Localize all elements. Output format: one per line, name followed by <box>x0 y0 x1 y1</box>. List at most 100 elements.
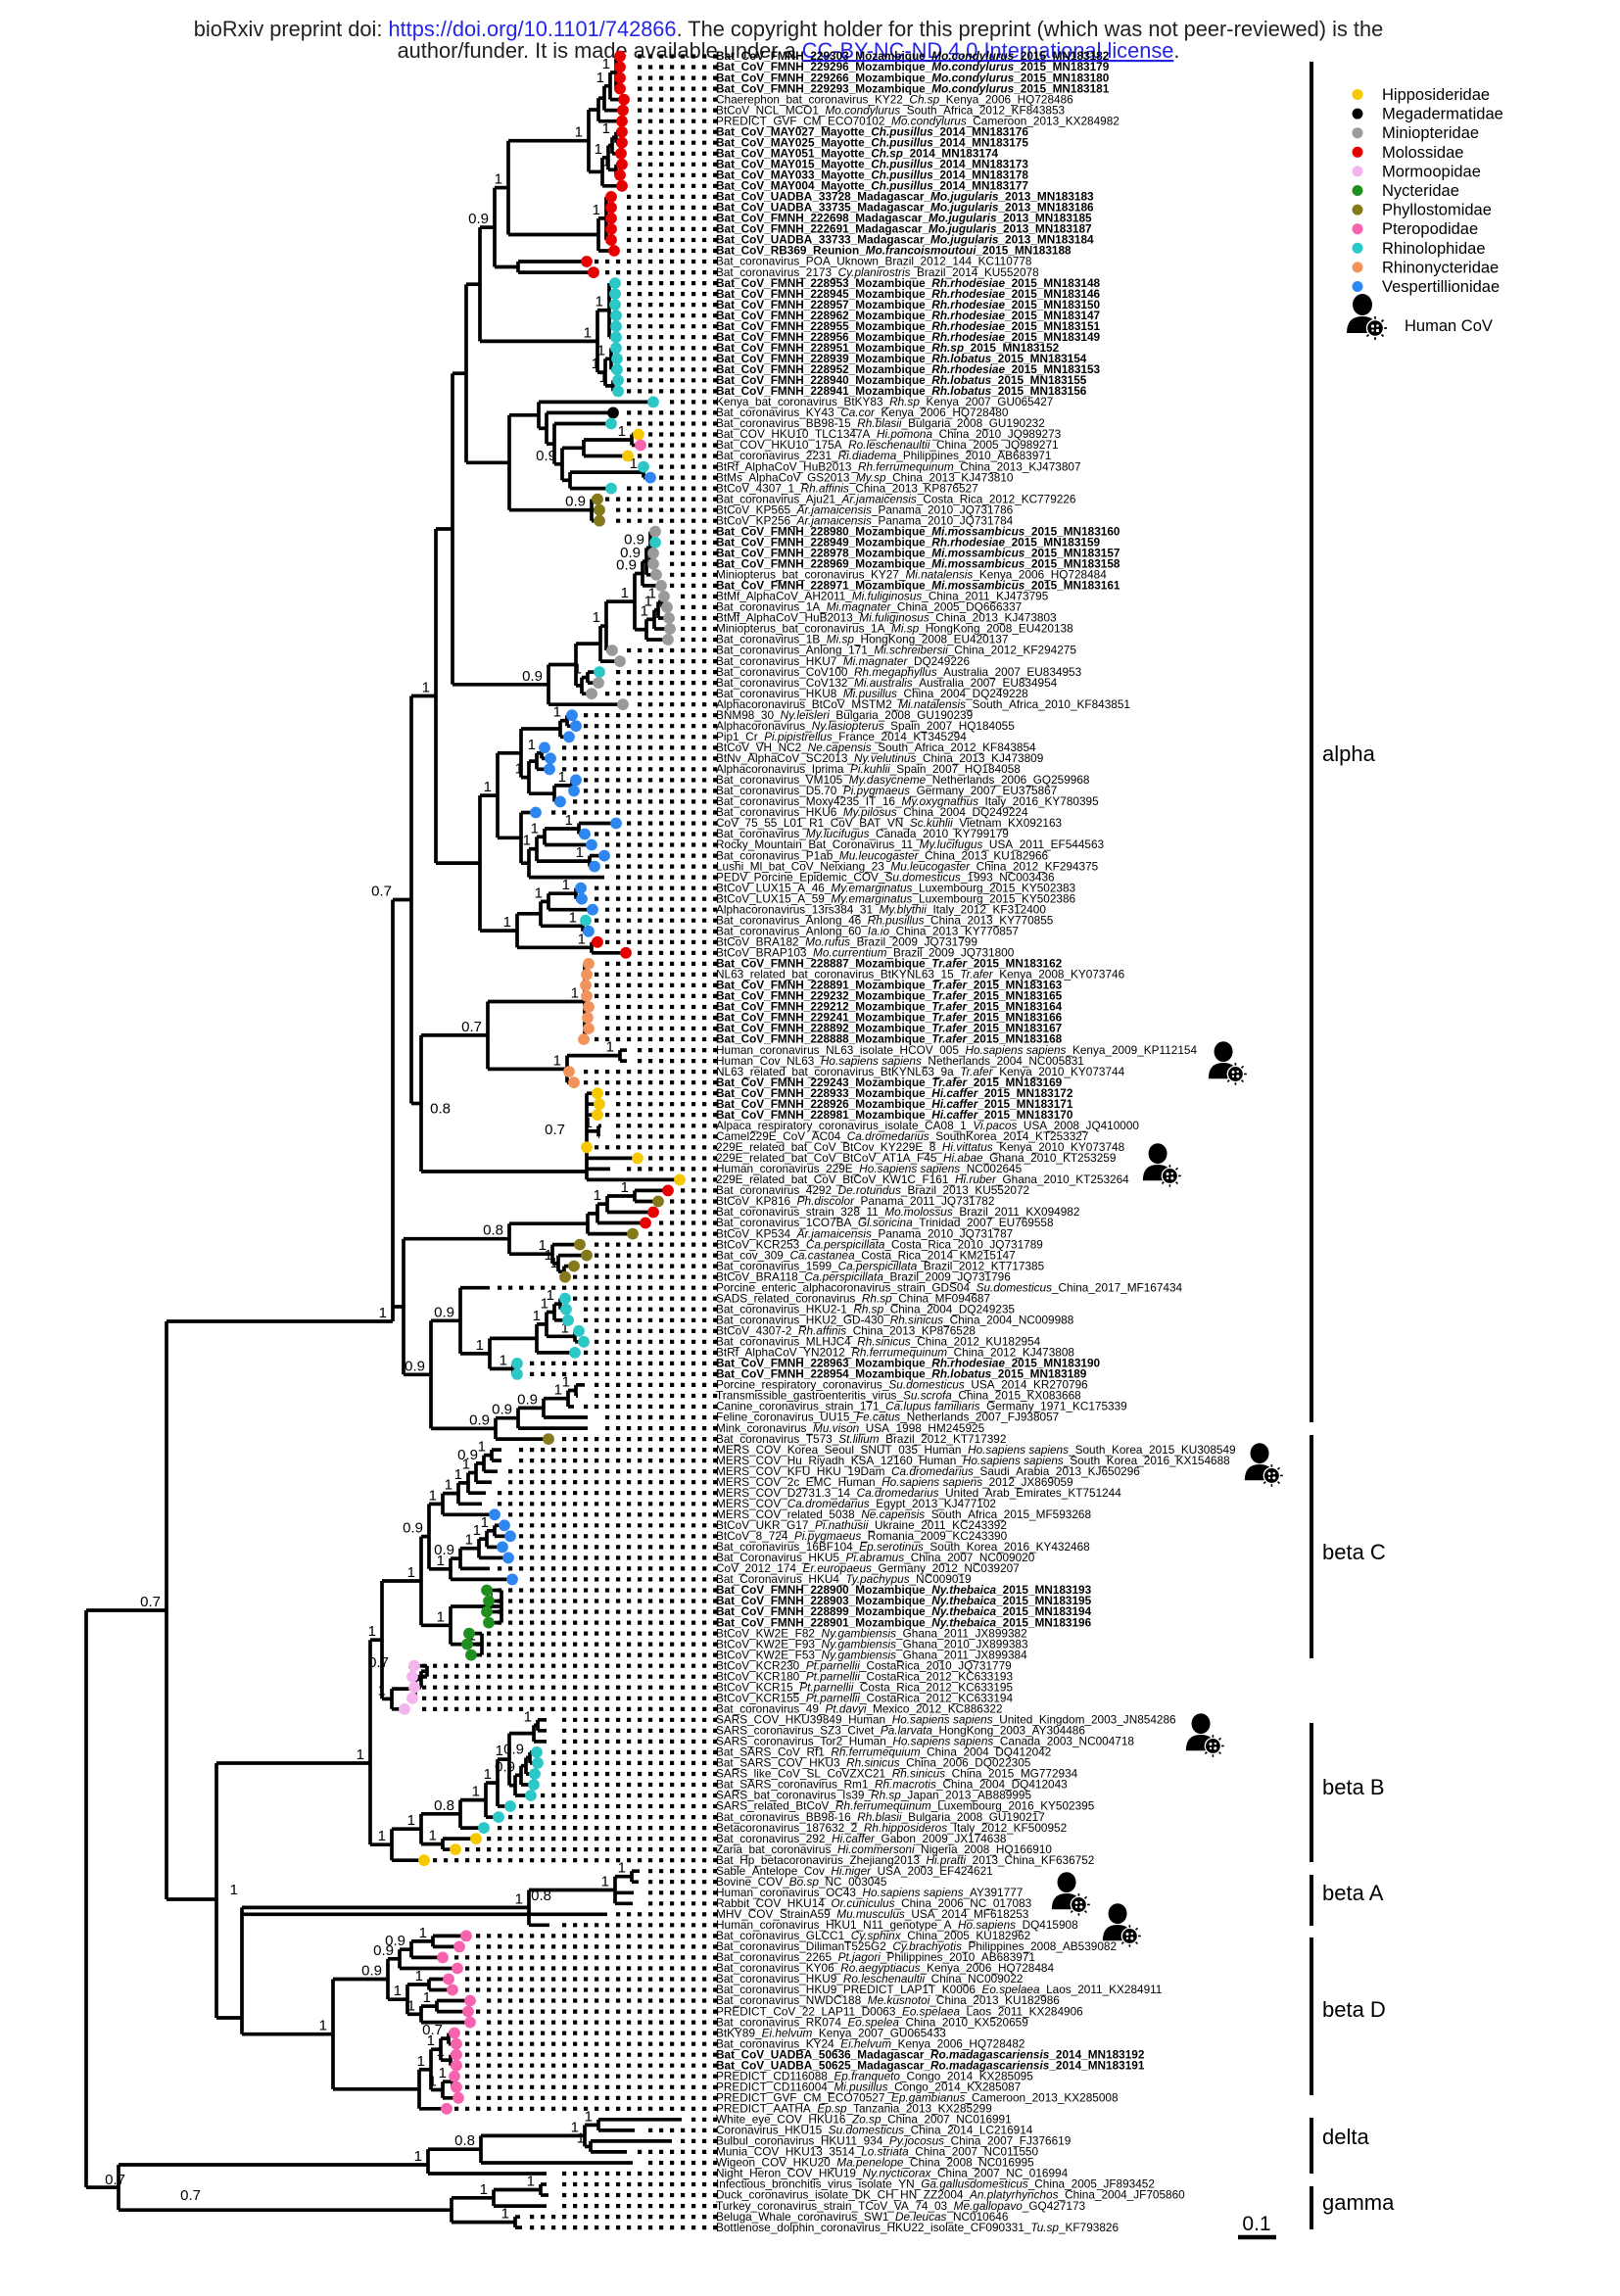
svg-text:1: 1 <box>547 1287 554 1304</box>
svg-text:Bat_CoV_UADBA_33728_Madagascar: Bat_CoV_UADBA_33728_Madagascar_Mo.jugula… <box>716 190 1094 204</box>
svg-text:beta D: beta D <box>1322 1997 1386 2022</box>
svg-text:1: 1 <box>495 171 502 188</box>
svg-text:0.9: 0.9 <box>624 531 644 548</box>
svg-text:author/funder. It is made avai: author/funder. It is made available unde… <box>398 38 1180 63</box>
svg-text:1: 1 <box>378 1828 386 1844</box>
svg-text:0.9: 0.9 <box>373 1942 394 1959</box>
svg-text:1: 1 <box>439 2065 447 2081</box>
svg-text:Porcine_enteric_alphacoronavir: Porcine_enteric_alphacoronavirus_strain_… <box>716 1280 1183 1294</box>
svg-text:Bat_coronavirus_D5.70_Pi.pygma: Bat_coronavirus_D5.70_Pi.pygmaeus_German… <box>716 784 1057 797</box>
svg-text:Bat_CoV_FMNH_228953_Mozambique: Bat_CoV_FMNH_228953_Mozambique_Rh.rhodes… <box>716 276 1101 290</box>
svg-text:1: 1 <box>550 1255 558 1271</box>
svg-text:CoV_75_55_L01_R1_CoV_BAT_VN_Sc: CoV_75_55_L01_R1_CoV_BAT_VN_Sc.kuhlii_Vi… <box>716 816 1063 830</box>
svg-text:Kenya_bat_coronavirus_BtKY83_R: Kenya_bat_coronavirus_BtKY83_Rh.sp_Kenya… <box>716 395 1053 408</box>
svg-text:0.9: 0.9 <box>434 1542 454 1558</box>
svg-text:Lushi_Ml_bat_CoV_Neixiang_23_M: Lushi_Ml_bat_CoV_Neixiang_23_Mu.leucogas… <box>716 859 1099 873</box>
svg-text:SARS_COV_HKU39849_Human_Ho.sap: SARS_COV_HKU39849_Human_Ho.sapiens sapie… <box>716 1713 1176 1727</box>
svg-text:Bat_coronavirus_HKU2-1_Rh.sp_C: Bat_coronavirus_HKU2-1_Rh.sp_China_2004_… <box>716 1302 1015 1315</box>
svg-text:Bat_CoV_FMNH_228926_Mozambique: Bat_CoV_FMNH_228926_Mozambique_Hi.caffer… <box>716 1097 1073 1111</box>
svg-text:0.7: 0.7 <box>105 2172 125 2188</box>
svg-text:Bat_coronavirus_1599_Ca.perspi: Bat_coronavirus_1599_Ca.perspicillata_Br… <box>716 1259 1045 1272</box>
svg-text:0.8: 0.8 <box>430 1101 451 1118</box>
svg-text:0.8: 0.8 <box>434 1797 454 1814</box>
svg-text:Bat_coronavirus_1CO7BA_Gl.sori: Bat_coronavirus_1CO7BA_Gl.soricina_Trini… <box>716 1216 1054 1229</box>
svg-text:1: 1 <box>599 369 607 386</box>
svg-text:MERS_COV_2c_EMC_Human_Ho.sapie: MERS_COV_2c_EMC_Human_Ho.sapiens sapiens… <box>716 1475 1073 1489</box>
svg-text:1: 1 <box>558 769 566 786</box>
svg-text:BNM98_30_Ny.leisleri_Bulgaria_: BNM98_30_Ny.leisleri_Bulgaria_2008_GU190… <box>716 708 973 722</box>
svg-text:Bat_coronavirus_Moxy4235_IT_16: Bat_coronavirus_Moxy4235_IT_16_My.oxygna… <box>716 794 1099 808</box>
svg-text:0.9: 0.9 <box>616 557 637 574</box>
svg-text:1: 1 <box>478 1439 486 1456</box>
svg-text:PREDICT_CD116004_Mi.pusillus_C: PREDICT_CD116004_Mi.pusillus_Congo_2014_… <box>716 2081 1021 2094</box>
svg-text:1: 1 <box>319 2018 327 2034</box>
svg-text:SARS_coronavirus_Tor2_Human_Ho: SARS_coronavirus_Tor2_Human_Ho.sapiens s… <box>716 1735 1134 1748</box>
svg-text:Bat_CoV_FMNH_228939_Mozambique: Bat_CoV_FMNH_228939_Mozambique_Rh.lobatu… <box>716 352 1087 365</box>
svg-text:Molossidae: Molossidae <box>1382 144 1463 162</box>
svg-text:Bat_coronavirus_HKU9_Ro.lesche: Bat_coronavirus_HKU9_Ro.leschenaultii_Ch… <box>716 1972 1023 1985</box>
svg-text:0.9: 0.9 <box>468 211 489 227</box>
svg-text:Bat_CoV_FMNH_228887_Mozambique: Bat_CoV_FMNH_228887_Mozambique_Tr.afer_2… <box>716 957 1063 971</box>
svg-text:MERS_COV_Ca.dromedarius_Egypt_: MERS_COV_Ca.dromedarius_Egypt_2013_KJ477… <box>716 1497 996 1510</box>
svg-text:0.7: 0.7 <box>422 2022 443 2038</box>
svg-text:Human_coronavirus_OC43_Ho.sapi: Human_coronavirus_OC43_Ho.sapiens sapien… <box>716 1886 1023 1899</box>
svg-text:0.9: 0.9 <box>361 1963 382 1980</box>
svg-text:SARS_coronavirus_SZ3_Civet_Pa.: SARS_coronavirus_SZ3_Civet_Pa.larvata_Ho… <box>716 1724 1085 1738</box>
svg-text:1: 1 <box>427 2033 435 2049</box>
svg-text:Bat_coronavirus_DilimanT525G2_: Bat_coronavirus_DilimanT525G2_Cy.brachyo… <box>716 1939 1117 1953</box>
svg-text:Bat_CoV_FMNH_229212_Mozambique: Bat_CoV_FMNH_229212_Mozambique_Tr.afer_2… <box>716 1000 1063 1014</box>
svg-text:Bat_CoV_FMNH_228952_Mozambique: Bat_CoV_FMNH_228952_Mozambique_Rh.rhodes… <box>716 362 1101 376</box>
svg-text:Bat_CoV_FMNH_229241_Mozambique: Bat_CoV_FMNH_229241_Mozambique_Tr.afer_2… <box>716 1011 1063 1025</box>
svg-text:Transmissible_gastroenteritis_: Transmissible_gastroenteritis_virus_Su.s… <box>716 1389 1081 1403</box>
svg-text:BtCoV_NCL_MCO1_Mo.condylurus_S: BtCoV_NCL_MCO1_Mo.condylurus_South_Afric… <box>716 103 1066 117</box>
svg-text:1: 1 <box>541 1296 548 1313</box>
svg-text:1: 1 <box>500 1352 507 1368</box>
svg-text:0.9: 0.9 <box>403 1520 423 1537</box>
svg-text:1: 1 <box>501 2206 509 2223</box>
svg-text:Miniopteridae: Miniopteridae <box>1382 124 1479 142</box>
svg-text:Bat_coronavirus_2231_Ri.diadem: Bat_coronavirus_2231_Ri.diadema_Philippi… <box>716 449 1051 462</box>
svg-text:1: 1 <box>571 985 579 1002</box>
svg-text:BtKY89_Ei.helvum_Kenya_2007_GU: BtKY89_Ei.helvum_Kenya_2007_GU065433 <box>716 2026 946 2039</box>
svg-text:Sable_Antelope_Cov_Hi.niger_US: Sable_Antelope_Cov_Hi.niger_USA_2003_EF4… <box>716 1864 993 1878</box>
svg-text:0.9: 0.9 <box>620 545 641 561</box>
svg-text:PREDICT_GVF_CM_ECO70527_Ep.gam: PREDICT_GVF_CM_ECO70527_Ep.gambianus_Cam… <box>716 2091 1119 2105</box>
svg-text:Infectious_bronchitis_virus_is: Infectious_bronchitis_virus_isolate_YN_G… <box>716 2177 1155 2191</box>
svg-text:BtCoV_KCR253_Ca.perspicillata_: BtCoV_KCR253_Ca.perspicillata_Costa_Rica… <box>716 1237 1043 1251</box>
svg-text:CoV_2012_174_Er.europaeus_Germ: CoV_2012_174_Er.europaeus_Germany_2012_N… <box>716 1561 1020 1575</box>
svg-text:Bat_coronavirus_KY06_Ro.aegypt: Bat_coronavirus_KY06_Ro.aegyptiacus_Keny… <box>716 1961 1054 1975</box>
svg-text:Bat_CoV_FMNH_228899_Mozambique: Bat_CoV_FMNH_228899_Mozambique_Ny.thebai… <box>716 1604 1092 1618</box>
svg-text:1: 1 <box>419 1925 427 1941</box>
svg-text:1: 1 <box>496 1743 503 1759</box>
svg-text:NL63_related_bat_coronavirus_B: NL63_related_bat_coronavirus_BtKYNL63_15… <box>716 968 1125 981</box>
svg-text:1: 1 <box>465 1532 473 1549</box>
svg-text:Human CoV: Human CoV <box>1405 317 1493 335</box>
svg-text:beta B: beta B <box>1322 1775 1385 1799</box>
svg-text:Bat_CoV_RB369_Reunion_Mo.franc: Bat_CoV_RB369_Reunion_Mo.francoismoutoui… <box>716 244 1072 258</box>
svg-text:Bat_Coronavirus_HKU4_Ty.pachyp: Bat_Coronavirus_HKU4_Ty.pachypus_NC00901… <box>716 1572 972 1586</box>
svg-text:1: 1 <box>565 812 573 829</box>
svg-text:BtCoV_BRA182_Mo.rufus_Brazil_2: BtCoV_BRA182_Mo.rufus_Brazil_2009_JQ7317… <box>716 935 977 949</box>
svg-text:1: 1 <box>357 1746 364 1763</box>
svg-text:1: 1 <box>553 1052 561 1069</box>
svg-text:0.9: 0.9 <box>457 1447 478 1463</box>
svg-text:Bat_coronavirus_P1ab_Mu.leucog: Bat_coronavirus_P1ab_Mu.leucogaster_Chin… <box>716 848 1049 862</box>
svg-text:1: 1 <box>429 1487 437 1504</box>
svg-text:0.7: 0.7 <box>545 1122 565 1138</box>
svg-text:1: 1 <box>414 2148 422 2165</box>
svg-text:Bat_CoV_FMNH_228933_Mozambique: Bat_CoV_FMNH_228933_Mozambique_Hi.caffer… <box>716 1086 1073 1100</box>
svg-text:BtCoV_BRA118_Ca.perspicillata_: BtCoV_BRA118_Ca.perspicillata_Brazil_200… <box>716 1269 1011 1283</box>
svg-text:MERS_COV_Korea_Seoul_SNUT_035_: MERS_COV_Korea_Seoul_SNUT_035_Human_Ho.s… <box>716 1443 1236 1457</box>
svg-text:Rhinolophidae: Rhinolophidae <box>1382 240 1486 258</box>
svg-text:Pip1_Cr_Pi.pipistrellus_France: Pip1_Cr_Pi.pipistrellus_France_2014_KT34… <box>716 730 967 743</box>
svg-text:0.9: 0.9 <box>492 1402 512 1418</box>
svg-text:1: 1 <box>476 1337 484 1354</box>
svg-text:beta C: beta C <box>1322 1540 1386 1564</box>
svg-text:1: 1 <box>594 1187 601 1204</box>
svg-text:1: 1 <box>577 2129 585 2146</box>
svg-text:1: 1 <box>644 594 652 610</box>
svg-text:BtCoV_4307_1_Rh.affinis_China_: BtCoV_4307_1_Rh.affinis_China_2013_KP876… <box>716 481 978 495</box>
svg-text:Bat_CoV_FMNH_228892_Mozambique: Bat_CoV_FMNH_228892_Mozambique_Tr.afer_2… <box>716 1022 1063 1035</box>
svg-text:1: 1 <box>417 2053 425 2070</box>
svg-text:Bat_CoV_FMNH_228901_Mozambique: Bat_CoV_FMNH_228901_Mozambique_Ny.thebai… <box>716 1615 1092 1629</box>
